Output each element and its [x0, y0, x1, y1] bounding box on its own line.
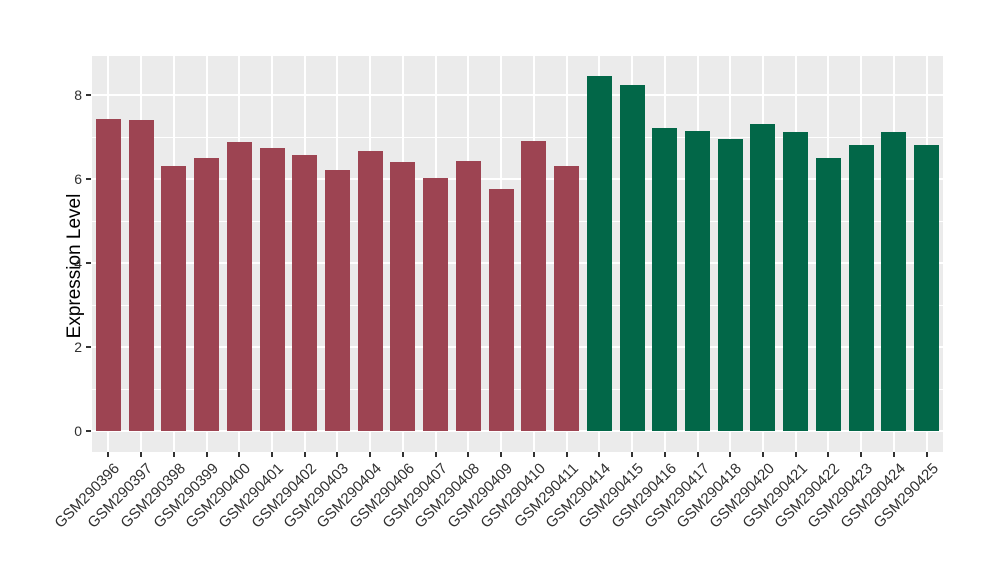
x-tick: [794, 452, 797, 457]
bar-GSM290406: [390, 161, 416, 431]
x-tick: [434, 452, 437, 457]
gridline-minor-y5: [92, 221, 943, 222]
bar-GSM290401: [259, 147, 285, 431]
bar-GSM290422: [815, 158, 841, 431]
x-tick: [336, 452, 339, 457]
x-tick: [827, 452, 830, 457]
y-tick-label: 6: [74, 171, 82, 187]
x-tick: [761, 452, 764, 457]
x-tick: [631, 452, 634, 457]
x-tick: [205, 452, 208, 457]
y-tick-label: 4: [74, 255, 82, 271]
bar-GSM290416: [652, 127, 678, 431]
bar-GSM290424: [881, 131, 907, 431]
gridline-minor-y7: [92, 137, 943, 138]
chart-panel: [92, 56, 943, 452]
bar-GSM290404: [357, 151, 383, 431]
bar-GSM290396: [95, 119, 121, 431]
x-tick: [303, 452, 306, 457]
bar-GSM290410: [521, 140, 547, 431]
bar-GSM290408: [455, 160, 481, 431]
gridline-major-y6: [92, 178, 943, 180]
x-tick: [467, 452, 470, 457]
x-tick: [172, 452, 175, 457]
bar-GSM290425: [914, 144, 940, 431]
gridline-minor-y3: [92, 305, 943, 306]
bar-GSM290411: [554, 165, 580, 431]
x-tick: [696, 452, 699, 457]
x-tick: [565, 452, 568, 457]
gridline-major-y2: [92, 346, 943, 348]
gridline-major-y8: [92, 94, 943, 96]
bar-GSM290402: [292, 155, 318, 431]
x-tick: [663, 452, 666, 457]
x-tick: [925, 452, 928, 457]
x-tick: [500, 452, 503, 457]
x-tick: [532, 452, 535, 457]
x-tick: [238, 452, 241, 457]
bar-GSM290397: [128, 120, 154, 431]
y-tick: [86, 430, 91, 432]
y-tick: [86, 262, 91, 264]
x-tick: [140, 452, 143, 457]
bar-GSM290409: [488, 188, 514, 431]
bar-GSM290407: [423, 177, 449, 431]
bar-GSM290400: [226, 141, 252, 431]
y-tick: [86, 346, 91, 348]
bar-GSM290399: [194, 158, 220, 431]
bar-GSM290417: [685, 131, 711, 431]
bar-GSM290414: [586, 76, 612, 431]
y-tick-label: 8: [74, 87, 82, 103]
x-tick: [892, 452, 895, 457]
x-tick: [860, 452, 863, 457]
gridline-minor-y1: [92, 389, 943, 390]
bar-GSM290403: [324, 169, 350, 431]
y-tick: [86, 178, 91, 180]
bar-GSM290423: [848, 144, 874, 431]
x-tick: [598, 452, 601, 457]
y-tick-label: 2: [74, 339, 82, 355]
x-tick: [107, 452, 110, 457]
x-tick: [369, 452, 372, 457]
gridline-major-y0: [92, 430, 943, 432]
y-tick-label: 0: [74, 423, 82, 439]
bar-GSM290398: [161, 165, 187, 431]
bar-GSM290415: [619, 84, 645, 431]
bar-GSM290421: [783, 132, 809, 431]
bar-GSM290418: [717, 138, 743, 431]
y-tick: [86, 94, 91, 96]
gridline-major-y4: [92, 262, 943, 264]
x-tick: [401, 452, 404, 457]
bar-GSM290420: [750, 123, 776, 431]
x-tick: [729, 452, 732, 457]
x-tick: [271, 452, 274, 457]
